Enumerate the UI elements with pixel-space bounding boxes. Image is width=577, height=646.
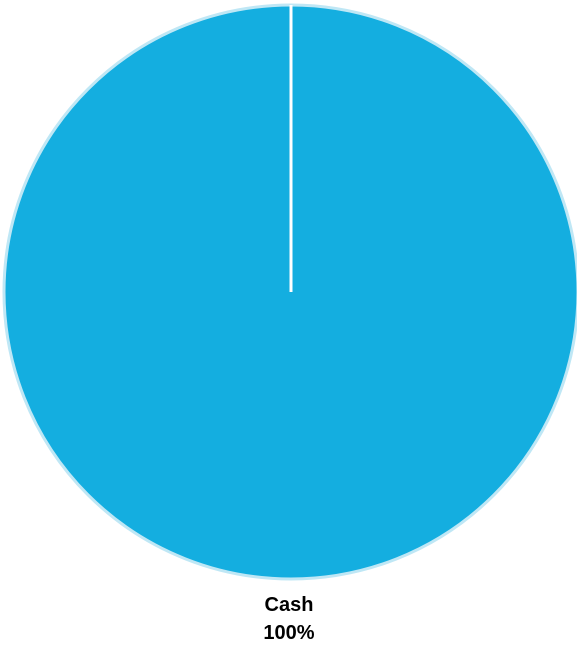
pie-slices	[2, 3, 577, 581]
pie-data-labels: Cash 100%	[263, 594, 314, 644]
data-label-percent: 100%	[263, 622, 314, 644]
data-label-category: Cash	[265, 594, 314, 616]
